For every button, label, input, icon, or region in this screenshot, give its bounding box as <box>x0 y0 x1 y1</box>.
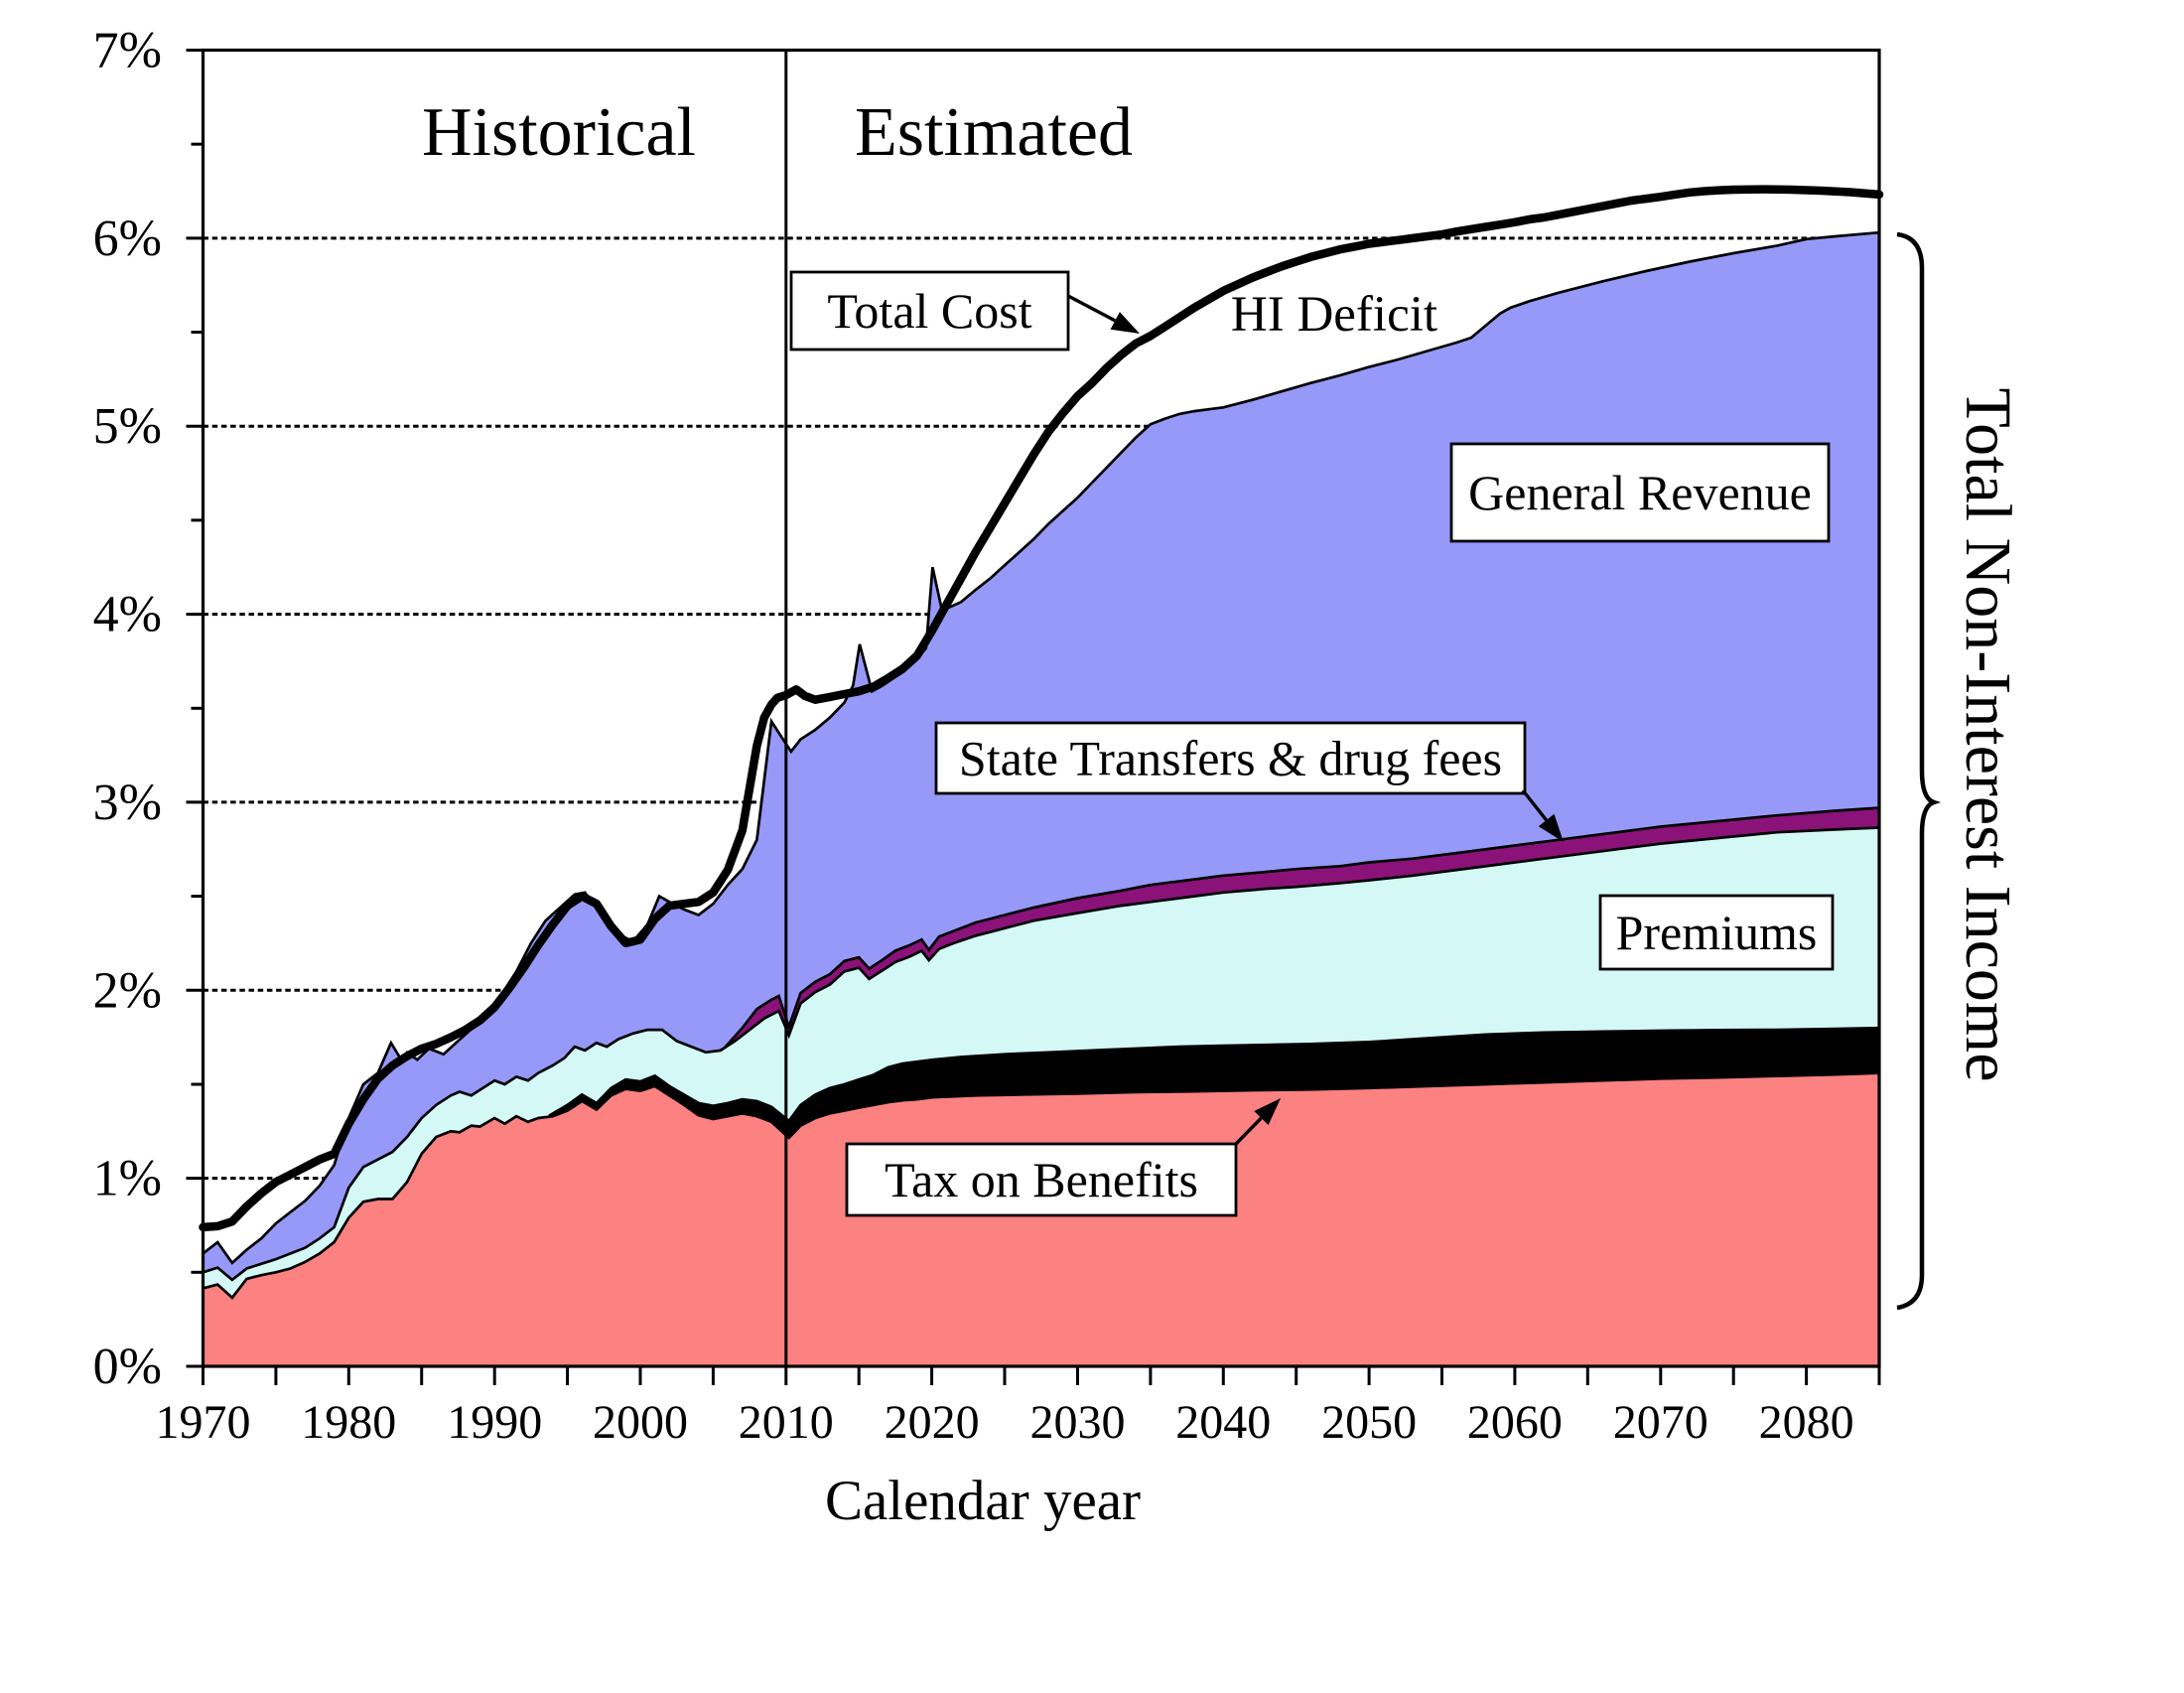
svg-text:1990: 1990 <box>447 1396 542 1449</box>
svg-text:Estimated: Estimated <box>855 94 1133 171</box>
svg-text:2040: 2040 <box>1175 1396 1271 1449</box>
svg-text:2060: 2060 <box>1467 1396 1563 1449</box>
svg-text:3%: 3% <box>93 775 162 831</box>
svg-text:2050: 2050 <box>1321 1396 1417 1449</box>
svg-text:2%: 2% <box>93 962 162 1019</box>
svg-text:Historical: Historical <box>422 94 696 171</box>
svg-text:State Transfers & drug fees: State Transfers & drug fees <box>959 731 1502 786</box>
svg-text:Total Cost: Total Cost <box>827 283 1031 339</box>
svg-text:2020: 2020 <box>885 1396 980 1449</box>
svg-text:2000: 2000 <box>593 1396 688 1449</box>
svg-text:1%: 1% <box>93 1151 162 1207</box>
svg-text:HI Deficit: HI Deficit <box>1231 287 1437 343</box>
svg-text:7%: 7% <box>93 23 162 79</box>
svg-text:Premiums: Premiums <box>1616 905 1818 960</box>
svg-text:2080: 2080 <box>1759 1396 1854 1449</box>
svg-text:2030: 2030 <box>1030 1396 1126 1449</box>
svg-text:0%: 0% <box>93 1339 162 1395</box>
svg-text:1970: 1970 <box>156 1396 251 1449</box>
svg-text:2010: 2010 <box>739 1396 834 1449</box>
svg-text:1980: 1980 <box>301 1396 396 1449</box>
svg-text:Total Non-Interest Income: Total Non-Interest Income <box>1952 387 2024 1081</box>
svg-text:General Revenue: General Revenue <box>1468 465 1812 520</box>
svg-text:Calendar year: Calendar year <box>825 1470 1141 1532</box>
svg-text:2070: 2070 <box>1613 1396 1708 1449</box>
svg-text:6%: 6% <box>93 211 162 267</box>
svg-text:5%: 5% <box>93 398 162 455</box>
svg-text:Tax on Benefits: Tax on Benefits <box>885 1152 1198 1207</box>
svg-text:4%: 4% <box>93 587 162 643</box>
